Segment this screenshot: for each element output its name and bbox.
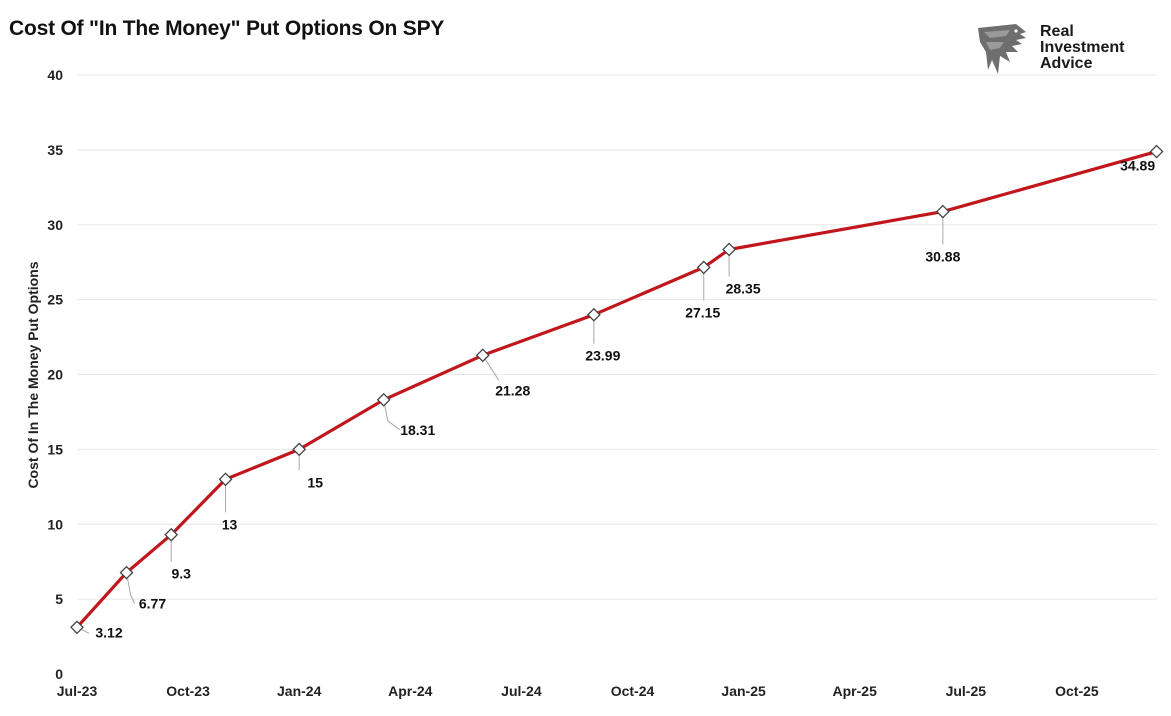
brand-line-3: Advice: [1040, 55, 1093, 72]
y-tick-label: 15: [47, 441, 63, 457]
x-tick-label: Oct-24: [611, 683, 655, 699]
brand-text: Real Investment Advice: [1040, 24, 1124, 72]
data-point-marker: [696, 260, 711, 275]
data-label: 13: [222, 516, 238, 532]
y-tick-label: 10: [47, 516, 63, 532]
data-point-marker: [119, 565, 134, 580]
x-tick-label: Jul-25: [946, 683, 987, 699]
brand-line-1: Real: [1040, 23, 1074, 40]
data-point-marker: [70, 620, 84, 635]
data-label: 23.99: [585, 348, 620, 364]
data-label: 30.88: [925, 249, 960, 265]
brand-logo: Real Investment Advice: [976, 22, 1161, 78]
data-point-marker: [586, 307, 601, 322]
brand-line-2: Investment: [1040, 39, 1125, 56]
data-point-marker: [722, 242, 737, 257]
x-tick-label: Jul-24: [501, 683, 542, 699]
chart-title: Cost Of "In The Money" Put Options On SP…: [9, 17, 445, 40]
data-point-marker: [292, 442, 307, 457]
data-label-leaders: [76, 151, 1157, 634]
data-point-marker: [1149, 144, 1164, 159]
data-point-marker: [218, 472, 233, 487]
x-tick-label: Jan-25: [721, 683, 766, 699]
data-label: 34.89: [1120, 158, 1155, 174]
data-labels: 3.12 6.77 9.3 13 15 18.31 21.28 23.99 27.15 28.35…: [95, 158, 1155, 641]
data-label: 27.15: [685, 304, 720, 320]
y-tick-labels: 0 5 10 15 20 25 30 35 40: [47, 67, 63, 682]
y-tick-label: 40: [47, 67, 63, 83]
data-label-leader: [383, 399, 401, 431]
x-tick-label: Oct-23: [166, 683, 210, 699]
x-tick-label: Apr-24: [388, 683, 433, 699]
y-tick-label: 0: [55, 666, 63, 682]
data-label: 6.77: [139, 596, 166, 612]
x-tick-labels: Jul-23 Oct-23 Jan-24 Apr-24 Jul-24 Oct-24 Jan-…: [57, 683, 1099, 699]
data-label: 3.12: [95, 624, 122, 640]
y-tick-label: 5: [55, 591, 63, 607]
y-tick-label: 20: [47, 367, 63, 383]
data-label: 18.31: [400, 422, 435, 438]
data-label: 15: [307, 474, 323, 490]
data-label: 9.3: [171, 566, 191, 582]
data-point-marker: [376, 392, 391, 407]
data-point-marker: [475, 348, 490, 363]
data-label: 28.35: [726, 280, 761, 296]
grid-lines: [77, 74, 1157, 600]
x-tick-label: Apr-25: [833, 683, 878, 699]
data-point-marker: [164, 527, 179, 542]
data-point-marker: [935, 204, 950, 219]
eagle-logo-icon: [978, 24, 1026, 74]
y-tick-label: 35: [47, 142, 63, 158]
series-line: [75, 149, 1158, 629]
data-label: 21.28: [495, 382, 530, 398]
x-tick-label: Jan-24: [277, 683, 322, 699]
y-tick-label: 25: [47, 292, 63, 308]
x-tick-label: Oct-25: [1055, 683, 1099, 699]
data-points: [70, 144, 1164, 635]
y-tick-label: 30: [47, 217, 63, 233]
data-label-leader: [126, 572, 135, 604]
x-tick-label: Jul-23: [57, 683, 98, 699]
series-line-path: [75, 149, 1158, 629]
